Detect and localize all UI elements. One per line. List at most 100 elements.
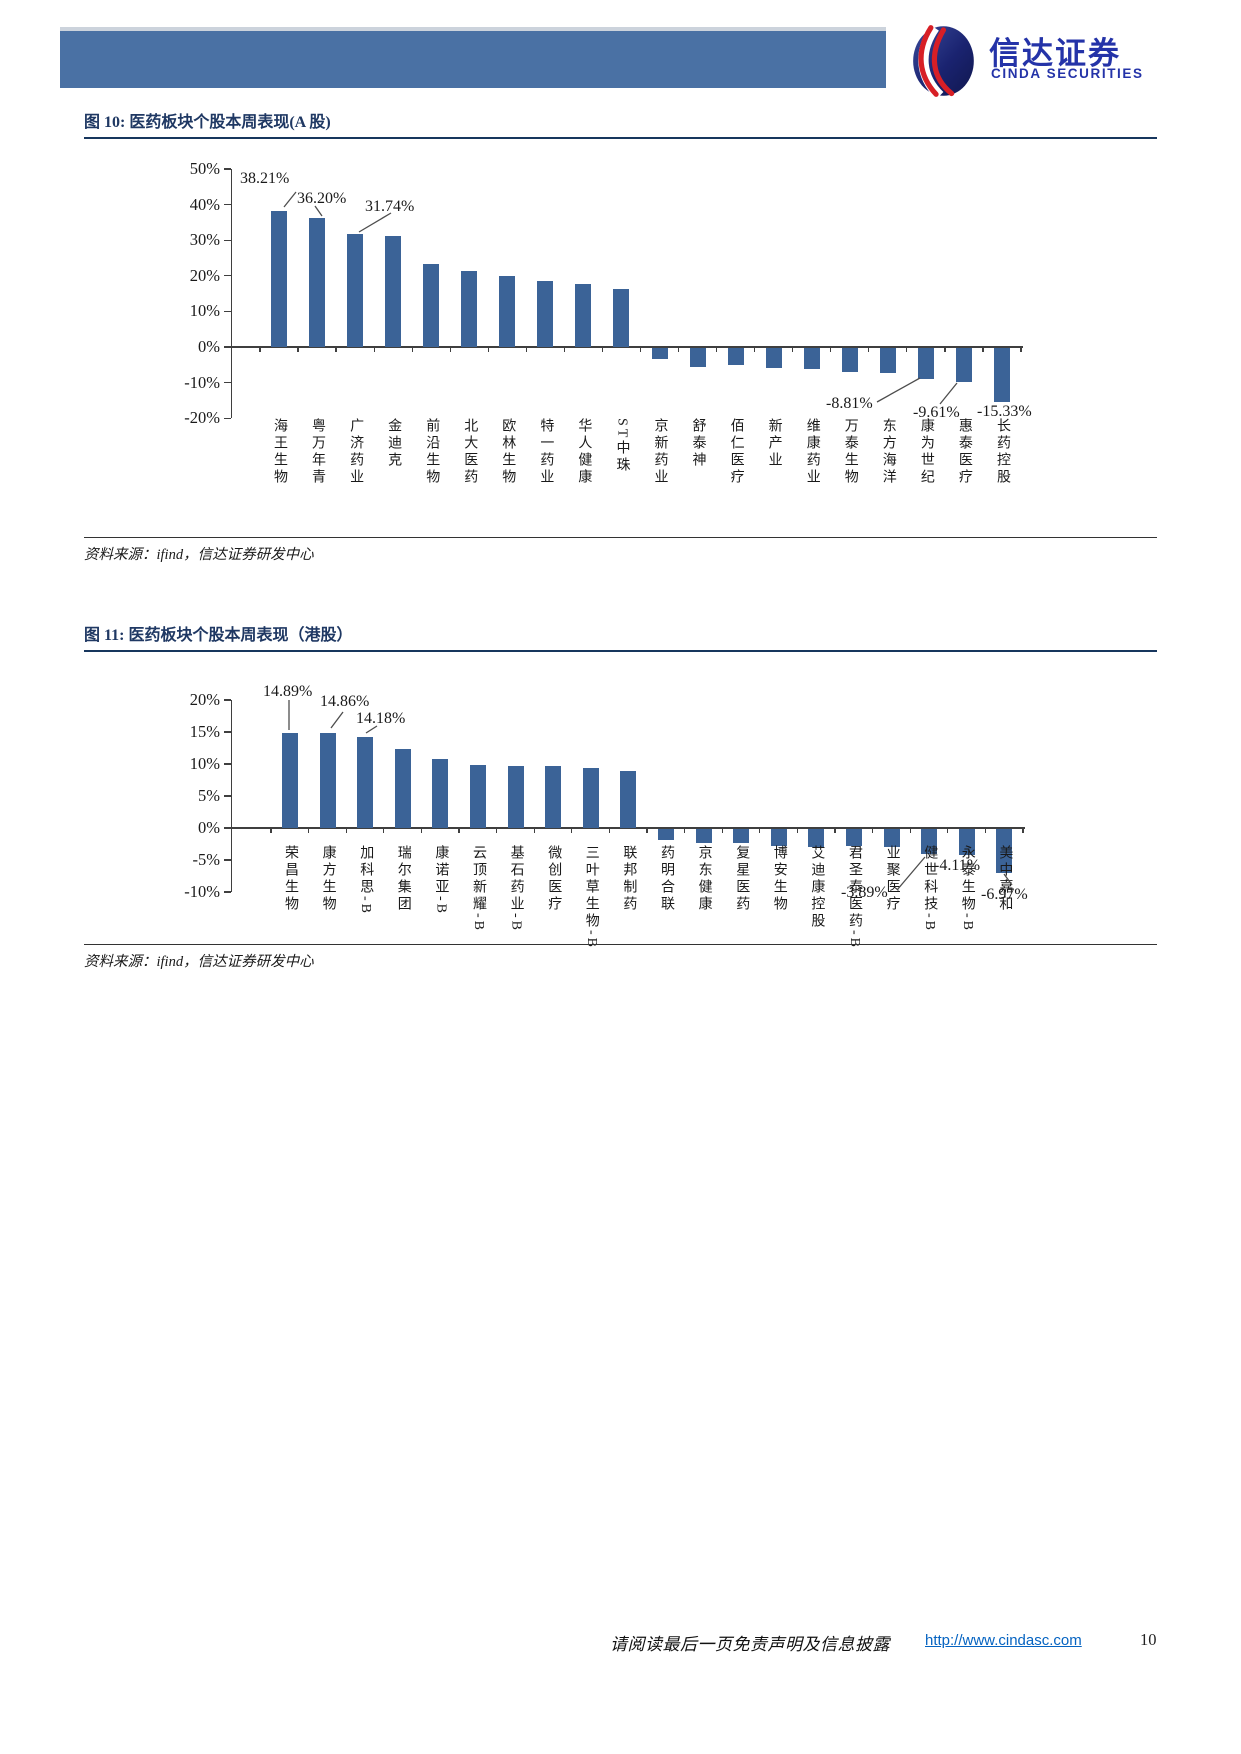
x-tick-mark <box>871 828 874 833</box>
x-tick-mark <box>830 347 832 352</box>
data-label: -9.61% <box>913 404 960 421</box>
x-tick-mark <box>270 828 272 833</box>
data-label: 14.89% <box>263 683 313 700</box>
leader-line <box>896 856 926 891</box>
bar-东方海洋 <box>879 347 896 374</box>
category-label: 华人健康 <box>576 418 592 486</box>
y-tick-mark <box>224 239 231 241</box>
leader-line <box>283 191 297 208</box>
leader-line <box>330 711 344 729</box>
y-tick-label: 50% <box>189 159 220 178</box>
bar-美中嘉和 <box>996 828 1013 874</box>
x-tick-mark <box>646 828 648 833</box>
bar-联邦制药 <box>620 771 637 828</box>
bar-万泰生物 <box>841 347 858 373</box>
leader-line <box>358 212 392 233</box>
bar-华人健康 <box>575 284 592 347</box>
category-label: 特一药业 <box>538 418 554 486</box>
x-tick-mark <box>683 828 686 833</box>
y-tick-mark <box>224 795 231 797</box>
x-tick-mark <box>458 828 460 833</box>
logo-text-cn: 信达证券 <box>989 36 1121 71</box>
category-label: 京新药业 <box>652 418 668 486</box>
category-label: 美中嘉和 <box>997 845 1013 913</box>
y-tick-label: 0% <box>198 818 220 837</box>
footer-url-link[interactable]: http://www.cindasc.com <box>925 1632 1082 1649</box>
bar-舒泰神 <box>689 347 706 368</box>
data-label: -4.11% <box>934 857 981 874</box>
x-tick-mark <box>796 828 799 833</box>
bar-永泰生物-B <box>958 828 975 856</box>
y-tick-mark <box>224 381 231 384</box>
bar-三叶草生物-B <box>582 767 599 828</box>
footer-page-number: 10 <box>1140 1630 1157 1649</box>
y-tick-label: 40% <box>189 194 220 214</box>
x-tick-mark <box>259 347 261 352</box>
y-tick-label: 15% <box>189 722 220 741</box>
figure10-title-rule <box>84 137 1157 139</box>
x-tick-mark <box>944 347 946 352</box>
footer-disclaimer: 请阅读最后一页免责声明及信息披露 <box>610 1635 890 1654</box>
y-tick-mark <box>224 346 231 348</box>
category-label: 维康药业 <box>804 418 820 486</box>
category-label: 东方海洋 <box>880 418 896 486</box>
category-label: 荣昌生物 <box>283 845 298 913</box>
logo-text-en: CINDA SECURITIES <box>991 66 1144 81</box>
category-label: 康方生物 <box>320 845 336 913</box>
y-tick-label: 5% <box>198 786 220 805</box>
x-tick-mark <box>947 828 949 833</box>
bar-京新药业 <box>651 347 668 360</box>
x-tick-mark <box>868 347 870 352</box>
category-label: 北大医药 <box>462 418 478 486</box>
bar-海王生物 <box>271 210 287 347</box>
y-tick-label: -20% <box>184 408 220 428</box>
bar-佰仁医疗 <box>727 347 744 366</box>
x-tick-mark <box>525 347 527 352</box>
category-label: 京东健康 <box>696 845 712 913</box>
category-label: 君圣泰医药-B <box>847 845 862 950</box>
y-axis-line <box>230 700 232 892</box>
bar-京东健康 <box>695 828 712 843</box>
cinda-swoosh-icon <box>913 24 974 98</box>
x-tick-mark <box>411 347 413 352</box>
leader-line <box>876 377 921 403</box>
category-label: 三叶草生物-B <box>583 845 599 950</box>
bar-瑞尔集团 <box>394 749 411 828</box>
y-tick-mark <box>224 310 231 313</box>
y-tick-label: 10% <box>189 301 220 321</box>
category-label: 瑞尔集团 <box>395 845 411 913</box>
x-tick-mark <box>335 347 337 352</box>
y-axis-line <box>230 169 232 419</box>
y-tick-mark <box>224 417 231 419</box>
x-tick-mark <box>984 828 987 833</box>
x-tick-mark <box>383 828 385 833</box>
x-tick-mark <box>759 828 761 833</box>
category-label: 药明合联 <box>659 845 674 913</box>
bar-康为世纪 <box>917 347 934 380</box>
category-label: ST中珠 <box>614 418 630 475</box>
leader-line <box>365 725 378 734</box>
category-label: 微创医疗 <box>546 845 562 913</box>
y-tick-label: 20% <box>189 265 220 285</box>
category-label: 复星医药 <box>734 845 750 913</box>
bar-加科思-B <box>357 737 374 828</box>
category-label: 康诺亚-B <box>433 845 449 916</box>
category-label: 海王生物 <box>272 418 287 486</box>
category-label: 联邦制药 <box>621 845 637 913</box>
x-tick-mark <box>792 347 794 352</box>
bar-广济药业 <box>347 234 364 347</box>
figure10-source-rule <box>84 537 1157 539</box>
data-label: 14.86% <box>320 693 370 710</box>
category-label: 欧林生物 <box>500 418 516 486</box>
data-label: 38.21% <box>240 170 290 187</box>
x-tick-mark <box>297 347 299 352</box>
bar-微创医疗 <box>545 765 562 828</box>
x-tick-mark <box>487 347 489 352</box>
x-tick-mark <box>420 828 423 833</box>
bar-基石药业-B <box>507 765 524 828</box>
bar-新产业 <box>765 347 782 369</box>
cinda-logo: 信达证券 CINDA SECURITIES <box>905 22 1195 98</box>
bar-康诺亚-B <box>432 758 449 828</box>
